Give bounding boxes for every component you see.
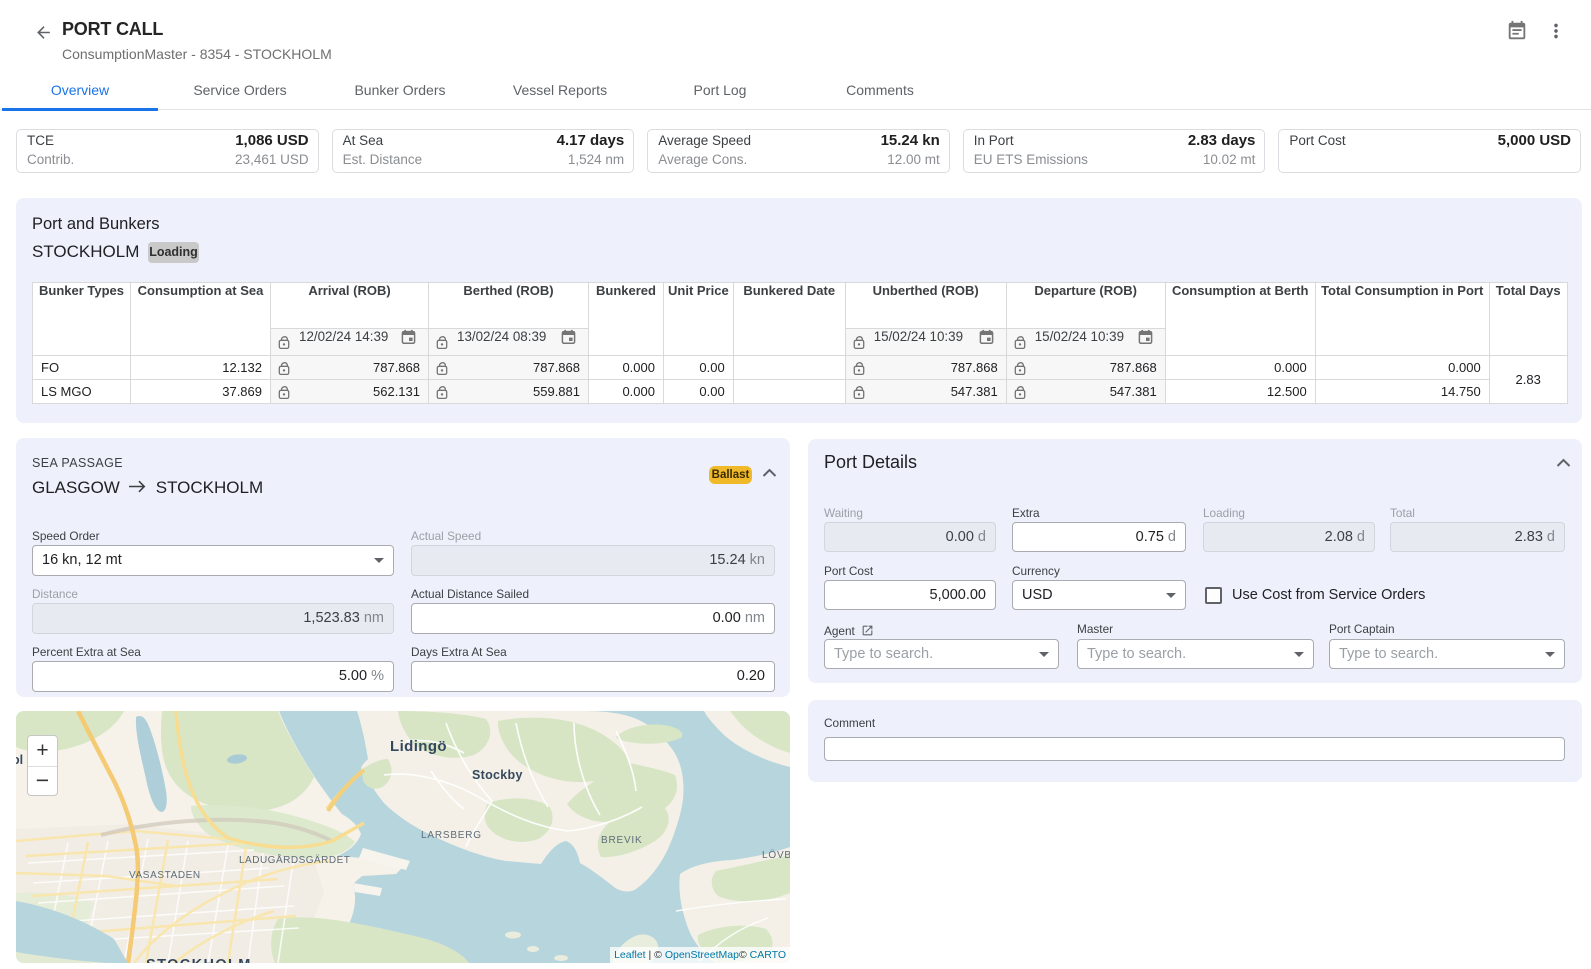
svg-text:BREVIK: BREVIK [601,835,642,846]
svg-text:LADUGÅRDSGÄRDET: LADUGÅRDSGÄRDET [239,853,350,866]
svg-text:Lidingö: Lidingö [390,738,447,755]
svg-text:ol: ol [16,753,23,767]
svg-text:LARSBERG: LARSBERG [421,830,482,841]
svg-text:Stockby: Stockby [472,768,523,782]
svg-text:VASASTADEN: VASASTADEN [129,870,201,881]
svg-text:LÖVBER: LÖVBER [762,849,790,861]
svg-text:STOCKHOLM: STOCKHOLM [146,957,252,963]
